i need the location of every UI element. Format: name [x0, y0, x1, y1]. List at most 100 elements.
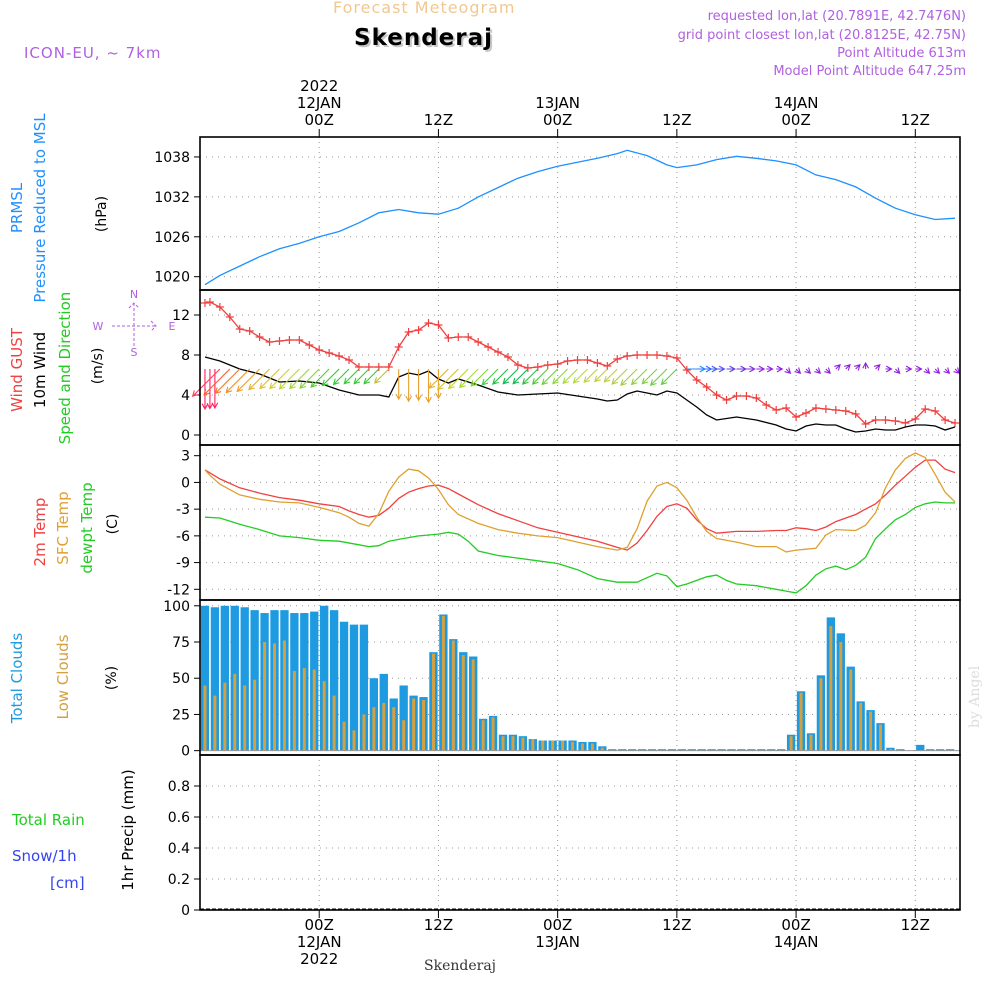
gust-marker — [533, 363, 542, 371]
gust-marker — [434, 321, 443, 329]
low-cloud-bar — [501, 736, 505, 751]
y-tick-label: 3 — [181, 449, 190, 465]
series-prmsl — [204, 149, 956, 286]
low-cloud-bar — [282, 640, 286, 751]
gust-marker — [782, 404, 791, 412]
low-cloud-bar — [243, 685, 247, 751]
gust-marker — [414, 326, 423, 334]
top-time-label: 12Z — [901, 111, 930, 129]
low-cloud-bar — [233, 673, 237, 751]
top-time-label: 12Z — [662, 111, 691, 129]
gust-marker — [692, 376, 701, 384]
wind-arrow — [203, 368, 231, 396]
gust-marker — [662, 352, 671, 360]
bottom-time-label: 00Z — [305, 916, 334, 934]
low-cloud-bar — [402, 720, 406, 751]
bottom-time-label: 00Z — [543, 916, 572, 934]
wind-arrow — [814, 367, 822, 375]
low-cloud-bar — [471, 659, 475, 751]
y-tick-label: 1032 — [154, 190, 190, 206]
series-2m-temp — [204, 459, 956, 551]
y-tick-label: -12 — [167, 582, 190, 598]
y-tick-label: 1026 — [154, 230, 190, 246]
wind-arrow — [862, 361, 869, 369]
low-cloud-bar — [819, 678, 823, 751]
wind-arrow — [541, 368, 559, 386]
low-clouds-label: Low Clouds — [54, 634, 72, 719]
wind-arrow — [259, 368, 280, 390]
pressure-msl-label: Pressure Reduced to MSL — [31, 113, 49, 303]
y-tick-label: -6 — [176, 529, 190, 545]
total-cloud-bar — [757, 749, 766, 751]
wind-arrow — [425, 369, 432, 404]
y-tick-label: 0 — [181, 428, 190, 444]
wind-arrow — [630, 368, 648, 386]
wind-arrow — [332, 368, 350, 386]
low-cloud-bar — [590, 743, 594, 751]
low-cloud-bar — [273, 643, 276, 751]
total-cloud-bar — [349, 624, 359, 751]
wind-arrow — [756, 365, 766, 373]
gust-marker — [682, 366, 691, 374]
gust-marker — [871, 416, 880, 424]
gust-marker — [494, 348, 503, 356]
gust-marker — [245, 327, 254, 335]
y-tick-label: 1038 — [154, 150, 190, 166]
wind-arrow — [620, 368, 638, 386]
compass-cross — [112, 302, 157, 347]
gust-marker — [464, 333, 473, 341]
gust-marker — [404, 328, 413, 336]
y-tick-label: 4 — [181, 388, 190, 404]
gust-marker — [831, 406, 840, 414]
gust-marker — [305, 341, 314, 349]
wind-arrow — [269, 368, 290, 390]
low-cloud-bar — [223, 682, 227, 751]
wind-arrow — [278, 368, 300, 390]
gust-marker — [941, 416, 950, 424]
total-cloud-bar — [727, 749, 736, 751]
location-title: Skenderaj — [354, 25, 494, 51]
panel-wind: 0 4 8 12 — [172, 289, 961, 446]
wind-arrow — [766, 365, 774, 373]
wind-arrow — [953, 367, 961, 375]
gust-marker — [951, 419, 960, 427]
low-cloud-bar — [859, 702, 863, 751]
compass-w: W — [93, 320, 104, 333]
panel-frame — [199, 289, 961, 446]
gust-marker — [503, 353, 512, 361]
gust-marker — [513, 361, 522, 369]
low-cloud-bar — [551, 740, 555, 751]
compass-e: E — [169, 320, 176, 333]
low-cloud-bar — [879, 724, 883, 751]
gust-marker — [205, 298, 214, 306]
gust-marker — [384, 363, 393, 371]
y-tick-label: 50 — [172, 671, 190, 687]
y-tick-label: 0.2 — [168, 872, 190, 888]
wind-arrow — [854, 363, 861, 371]
gust-marker — [255, 333, 264, 341]
low-cloud-bar — [441, 615, 445, 751]
wind-arrow — [583, 368, 598, 384]
wind-gust-label: Wind GUST — [8, 327, 26, 412]
gust-marker — [732, 392, 741, 400]
gust-marker — [712, 391, 721, 399]
low-cloud-bar — [382, 702, 386, 751]
total-cloud-bar — [320, 605, 329, 751]
y-tick-label: 25 — [172, 707, 190, 723]
wind-arrow — [603, 368, 618, 383]
y-tick-label: 0 — [181, 475, 190, 491]
total-cloud-bar — [747, 749, 756, 751]
bottom-time-label: 2022 — [300, 950, 338, 968]
panel-frame — [199, 444, 961, 601]
low-cloud-bar — [839, 642, 843, 751]
bottom-time-label: 12Z — [424, 916, 453, 934]
gust-marker — [633, 351, 642, 359]
gust-marker — [881, 416, 890, 424]
gust-marker — [374, 363, 383, 371]
top-time-label: 00Z — [543, 111, 572, 129]
gust-marker — [792, 413, 801, 421]
wind-arrow — [435, 369, 442, 400]
bottom-time-label: 14JAN — [774, 933, 819, 951]
low-cloud-bar — [869, 711, 873, 751]
